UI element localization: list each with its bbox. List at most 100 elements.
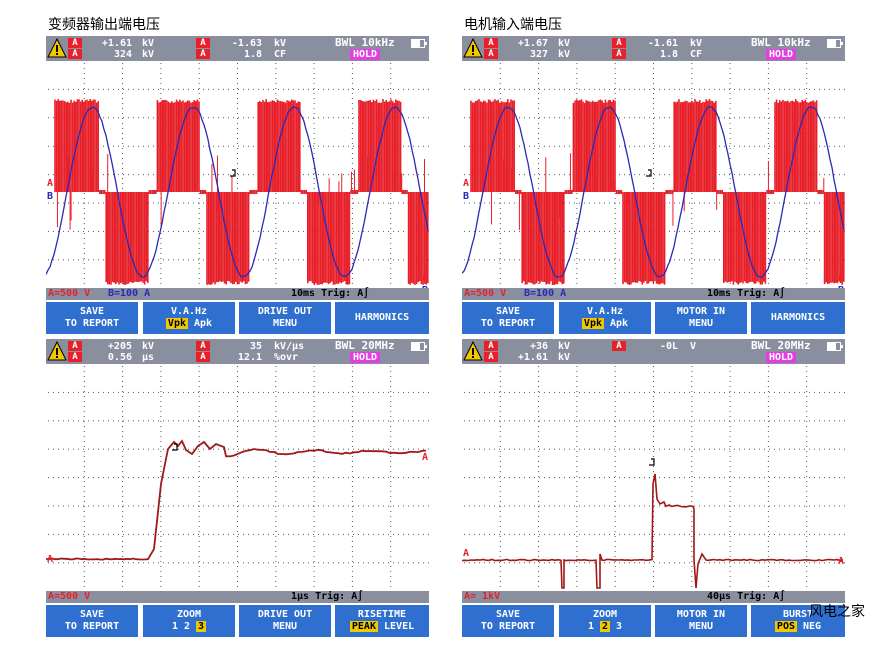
softkey-3[interactable]: DRIVE OUT MENU: [239, 605, 331, 637]
burst-trace: [462, 474, 843, 588]
reading-a-2: +1.61: [502, 352, 548, 363]
softkey-option: 1: [588, 621, 600, 632]
channel-b-marker: B: [47, 191, 53, 202]
softkey-1[interactable]: SAVE TO REPORT: [46, 302, 138, 334]
status-header: A A +205 0.56 kV µs A A 35 12.1 kV/µs %ovr BWL 20MHz…: [46, 339, 429, 364]
scale-status-bar: A= 1kV 40µs Trig: A∫: [462, 591, 845, 603]
trigger-marker: [230, 170, 235, 176]
softkey-options: 1 2 3: [143, 621, 235, 632]
unit-b-2: CF: [690, 49, 702, 60]
softkey-2[interactable]: ZOOM 1 2 3: [143, 605, 235, 637]
channel-a-marker: A: [47, 178, 53, 189]
softkey-options: 1 2 3: [559, 621, 651, 632]
channel-a-badge: A: [612, 341, 626, 351]
bandwidth-limit: BWL 20MHz: [751, 340, 811, 352]
softkey-option: Apk: [604, 318, 628, 329]
unit-b-1: kV: [274, 38, 286, 49]
softkey-1[interactable]: SAVE TO REPORT: [462, 605, 554, 637]
waveform-display: ABAB: [462, 61, 845, 288]
reading-b-1: -1.63: [214, 38, 262, 49]
reading-b-2: 1.8: [630, 49, 678, 60]
battery-icon: [827, 39, 841, 48]
channel-a-badge: A: [484, 49, 498, 59]
softkey-label: V.A.Hz: [143, 306, 235, 317]
softkey-bar: SAVE TO REPORT V.A.Hz Vpk Apk MOTOR IN MENU HA…: [462, 300, 845, 337]
softkey-4[interactable]: HARMONICS: [335, 302, 429, 334]
battery-icon: [411, 342, 425, 351]
scale-status-bar: A=500 V 1µs Trig: A∫: [46, 591, 429, 603]
softkey-3[interactable]: DRIVE OUT MENU: [239, 302, 331, 334]
softkey-label: DRIVE OUT: [239, 306, 331, 317]
reading-b-1: -1.61: [630, 38, 678, 49]
unit-a-1: kV: [142, 38, 154, 49]
channel-a-badge: A: [484, 341, 498, 351]
softkey-bar: SAVE TO REPORT ZOOM 1 2 3 DRIVE OUT MENU RISET…: [46, 603, 429, 640]
softkey-selected-option: Vpk: [582, 318, 604, 329]
hold-indicator: HOLD: [350, 352, 380, 363]
unit-a-2: kV: [558, 49, 570, 60]
caption-inverter-output: 变频器输出端电压: [48, 14, 160, 34]
channel-a-badge: A: [612, 49, 626, 59]
softkey-label: ZOOM: [143, 609, 235, 620]
reading-a-1: +1.67: [502, 38, 548, 49]
softkey-label: SAVE: [462, 306, 554, 317]
softkey-2[interactable]: V.A.Hz Vpk Apk: [559, 302, 651, 334]
scope-panel-inverter-output: A A +1.61 324 kV kV A A -1.63 1.8 kV CF BWL 10kHz HOL…: [46, 36, 429, 337]
bandwidth-limit: BWL 20MHz: [335, 340, 395, 352]
hold-indicator: HOLD: [766, 49, 796, 60]
channel-a-scale: A=500 V: [464, 288, 506, 300]
softkey-label: HARMONICS: [751, 312, 845, 323]
softkey-selected-option: POS: [775, 621, 797, 632]
softkey-label: SAVE: [46, 609, 138, 620]
scope-panel-inverter-risetime: A A +205 0.56 kV µs A A 35 12.1 kV/µs %ovr BWL 20MHz…: [46, 339, 429, 640]
reading-a-2: 0.56: [86, 352, 132, 363]
softkey-sublabel: TO REPORT: [462, 318, 554, 329]
softkey-4[interactable]: HARMONICS: [751, 302, 845, 334]
timebase-trigger: 1µs Trig: A∫: [291, 591, 363, 603]
channel-a-marker: A: [47, 554, 53, 565]
channel-a-badge: A: [612, 38, 626, 48]
softkey-3[interactable]: MOTOR IN MENU: [655, 605, 747, 637]
channel-a-badge: A: [68, 49, 82, 59]
channel-a-marker: A: [838, 556, 844, 567]
hold-indicator: HOLD: [350, 49, 380, 60]
softkey-options: POS NEG: [751, 621, 845, 632]
softkey-selected-option: PEAK: [350, 621, 378, 632]
softkey-label: V.A.Hz: [559, 306, 651, 317]
timebase-trigger: 10ms Trig: A∫: [291, 288, 369, 300]
unit-b-2: %ovr: [274, 352, 298, 363]
scale-status-bar: A=500 V B=100 A 10ms Trig: A∫: [46, 288, 429, 300]
unit-a-1: kV: [142, 341, 154, 352]
softkey-3[interactable]: MOTOR IN MENU: [655, 302, 747, 334]
softkey-1[interactable]: SAVE TO REPORT: [46, 605, 138, 637]
unit-a-2: kV: [558, 352, 570, 363]
softkey-1[interactable]: SAVE TO REPORT: [462, 302, 554, 334]
channel-a-scale: A=500 V: [48, 288, 90, 300]
channel-a-badge: A: [196, 352, 210, 362]
unit-b-1: V: [690, 341, 696, 352]
scope-panel-motor-input: A A +1.67 327 kV kV A A -1.61 1.8 kV CF BWL 10kHz HOL…: [462, 36, 845, 337]
softkey-options: Vpk Apk: [143, 318, 235, 329]
softkey-2[interactable]: V.A.Hz Vpk Apk: [143, 302, 235, 334]
reading-a-1: +205: [86, 341, 132, 352]
bandwidth-limit: BWL 10kHz: [751, 37, 811, 49]
softkey-bar: SAVE TO REPORT V.A.Hz Vpk Apk DRIVE OUT MENU H…: [46, 300, 429, 337]
unit-a-1: kV: [558, 341, 570, 352]
channel-a-badge: A: [484, 352, 498, 362]
trigger-marker: [646, 170, 651, 176]
softkey-label: RISETIME: [335, 609, 429, 620]
status-header: A A +1.61 324 kV kV A A -1.63 1.8 kV CF BWL 10kHz HOL…: [46, 36, 429, 61]
softkey-2[interactable]: ZOOM 1 2 3: [559, 605, 651, 637]
channel-a-badge: A: [196, 341, 210, 351]
softkey-sublabel: TO REPORT: [462, 621, 554, 632]
channel-a-marker: A: [422, 452, 428, 463]
softkey-label: SAVE: [46, 306, 138, 317]
warning-icon: [463, 341, 483, 361]
reading-a-1: +1.61: [86, 38, 132, 49]
battery-icon: [827, 342, 841, 351]
softkey-4[interactable]: RISETIME PEAK LEVEL: [335, 605, 429, 637]
hold-indicator: HOLD: [766, 352, 796, 363]
softkey-sublabel: MENU: [655, 621, 747, 632]
warning-icon: [47, 38, 67, 58]
softkey-sublabel: MENU: [239, 621, 331, 632]
